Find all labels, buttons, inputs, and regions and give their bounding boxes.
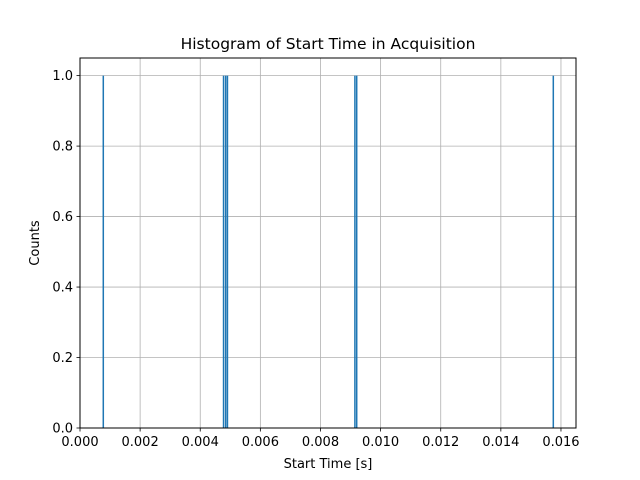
histogram-bar [354, 75, 356, 428]
y-axis-label: Counts [28, 220, 43, 266]
y-tick-label: 0.0 [52, 422, 73, 437]
histogram-bar [226, 75, 229, 428]
histogram-bar [552, 75, 555, 428]
y-tick-label: 0.8 [52, 140, 73, 155]
x-tick-label: 0.000 [61, 435, 98, 450]
x-tick-label: 0.014 [482, 435, 519, 450]
histogram-bar [222, 75, 225, 428]
histogram-bars [102, 75, 555, 428]
x-tick-label: 0.004 [182, 435, 219, 450]
x-tick-label: 0.010 [362, 435, 399, 450]
x-tick-label: 0.006 [242, 435, 279, 450]
chart-title: Histogram of Start Time in Acquisition [181, 35, 476, 53]
x-tick-label: 0.016 [542, 435, 579, 450]
y-tick-label: 0.4 [52, 281, 73, 296]
histogram-bar [224, 75, 227, 428]
histogram-bar [102, 75, 105, 428]
plot-area [80, 58, 576, 428]
y-axis-ticks: 0.0 0.2 0.4 0.6 0.8 1.0 [52, 69, 80, 437]
x-tick-label: 0.002 [122, 435, 159, 450]
x-axis-label: Start Time [s] [284, 457, 373, 472]
y-tick-label: 0.6 [52, 210, 73, 225]
plot-frame [79, 57, 577, 429]
y-tick-label: 1.0 [52, 69, 73, 84]
x-axis-ticks: 0.000 0.002 0.004 0.006 0.008 0.010 0.012 0.014… [61, 428, 580, 450]
x-tick-label: 0.008 [302, 435, 339, 450]
x-tick-label: 0.012 [422, 435, 459, 450]
histogram-bar [355, 75, 358, 428]
y-tick-label: 0.2 [52, 351, 73, 366]
